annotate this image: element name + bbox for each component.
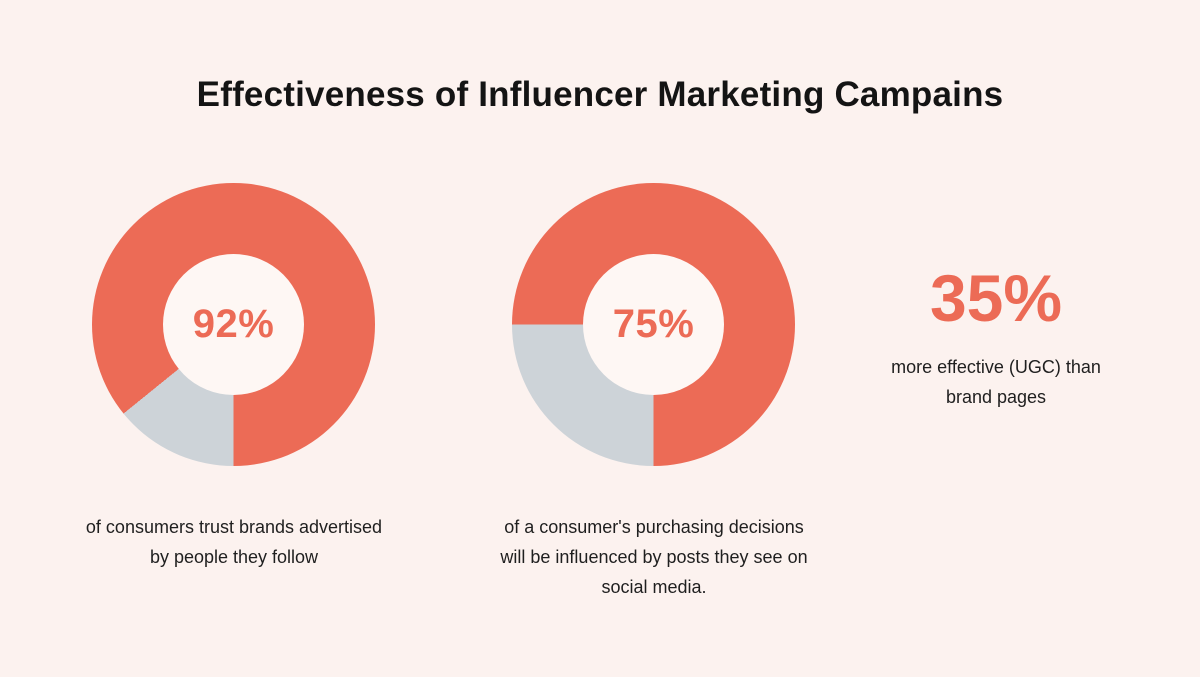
caption-line: of consumers trust brands advertised	[85, 517, 383, 537]
donut-percentage-label: 75%	[612, 302, 695, 346]
donut-hole: 92%	[163, 254, 304, 395]
caption-line: brand pages	[945, 387, 1047, 407]
caption-line: more effective (UGC) than	[891, 357, 1101, 377]
donut-caption: of consumers trust brands advertised by …	[33, 512, 435, 572]
caption-line: will be influenced by posts they see on	[500, 547, 808, 567]
big-stat-value: 35%	[929, 261, 1063, 335]
caption-line: social media.	[601, 577, 707, 597]
big-stat-caption: more effective (UGC) than brand pages	[846, 352, 1146, 412]
caption-line: by people they follow	[149, 547, 319, 567]
donut-chart-purchasing-decisions: 75%	[512, 183, 795, 466]
donut-percentage-label: 92%	[192, 302, 275, 346]
donut-chart-consumer-trust: 92%	[92, 183, 375, 466]
caption-line: of a consumer's purchasing decisions	[504, 517, 804, 537]
donut-caption: of a consumer's purchasing decisions wil…	[453, 512, 855, 602]
page-title: Effectiveness of Influencer Marketing Ca…	[196, 75, 1004, 114]
donut-hole: 75%	[583, 254, 724, 395]
